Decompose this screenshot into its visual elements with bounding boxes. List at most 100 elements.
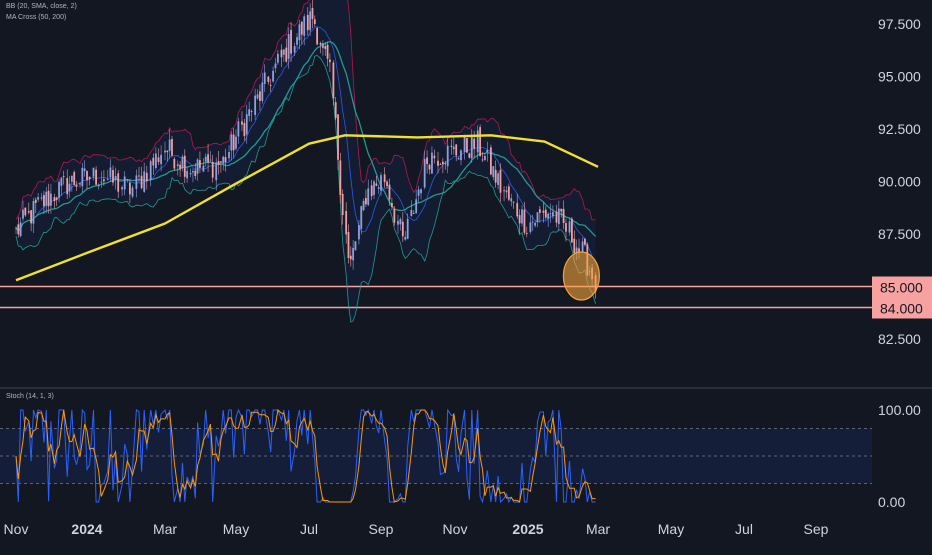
candle-body [406,218,409,239]
candle-body [15,227,17,229]
candle-body [341,193,344,216]
x-tick-label: Sep [369,521,394,537]
candle-body [131,187,134,197]
candle-body [34,199,37,203]
candle-body [168,139,171,151]
candle-body [581,241,584,253]
candle-body [143,171,146,192]
candle-body [499,169,502,193]
candle-body [322,43,324,49]
x-tick-label: May [223,521,249,537]
candle-body [523,209,526,233]
candle-body [123,176,126,190]
x-tick-label: Nov [4,521,29,537]
candle-body [420,189,422,194]
candle-body [50,193,52,206]
candle-body [584,238,586,245]
price-label-bg-2 [872,297,932,319]
candle-body [486,149,489,153]
candle-body [316,27,319,45]
candle-body [373,181,375,195]
candle-body [157,157,160,163]
candle-body [215,162,218,181]
candle-body [404,236,407,240]
candle-body [269,85,272,86]
candle-body [230,134,233,151]
stoch-k-line [15,408,596,504]
candle-body [531,221,534,223]
y-tick-label: 95.000 [878,69,921,85]
candle-body [245,114,248,135]
candle-body [287,33,290,59]
candle-body [439,164,442,165]
price-label-1: 85.000 [880,280,923,296]
ma-legend: MA Cross (50, 200) [6,14,67,21]
candle-body [109,167,112,178]
candle-body [100,181,103,183]
candle-body [24,207,27,216]
candle-body [309,11,312,31]
candle-body [311,7,314,19]
candle-body [536,212,539,223]
candle-body [347,231,350,259]
candle-body [290,29,292,54]
candle-body [222,156,225,164]
candle-body [83,168,86,172]
candle-body [224,157,227,163]
candle-body [415,199,418,214]
candle-body [47,190,50,207]
candle-body [380,175,382,191]
candle-body [179,164,182,170]
y-tick-label: 97.500 [878,16,921,32]
candle-body [160,154,162,165]
candle-body [237,121,240,137]
candle-body [211,161,214,178]
candle-body [135,175,138,189]
candle-body [263,72,266,84]
candle-body [43,195,45,207]
candle-body [75,184,78,187]
candle-body [86,170,88,181]
y-tick-label: 82.500 [878,331,921,347]
candle-body [562,208,565,223]
candle-body [352,247,355,261]
candle-body [155,153,157,169]
candle-body [97,184,100,187]
candle-body [391,203,393,207]
candle-body [466,137,468,153]
candle-body [510,198,513,202]
candle-body [92,167,95,177]
candle-body [114,175,117,180]
candle-body [484,155,486,160]
candle-body [549,213,552,215]
x-tick-label: 2025 [512,521,543,537]
candle-body [386,181,388,187]
candle-body [575,247,578,254]
x-tick-label: Jul [300,521,318,537]
candle-body [40,197,43,199]
candle-body [568,221,571,233]
candle-body [217,161,220,165]
candle-body [547,213,550,219]
stoch-d-line [15,409,596,503]
highlight-circle [562,251,600,301]
candle-body [30,210,33,224]
candle-body [276,53,279,63]
candle-body [45,191,48,206]
candle-body [267,76,270,82]
candle-body [565,223,567,232]
candle-body [494,169,497,183]
candle-body [573,238,576,254]
candle-body [518,215,521,224]
candle-body [272,70,274,82]
candle-body [149,161,152,181]
candle-body [521,209,523,224]
candle-body [176,164,179,167]
candle-body [19,222,22,237]
candle-body [313,19,316,25]
candle-body [183,155,186,177]
y-tick-label: 87.500 [878,226,921,242]
candle-body [73,172,76,186]
